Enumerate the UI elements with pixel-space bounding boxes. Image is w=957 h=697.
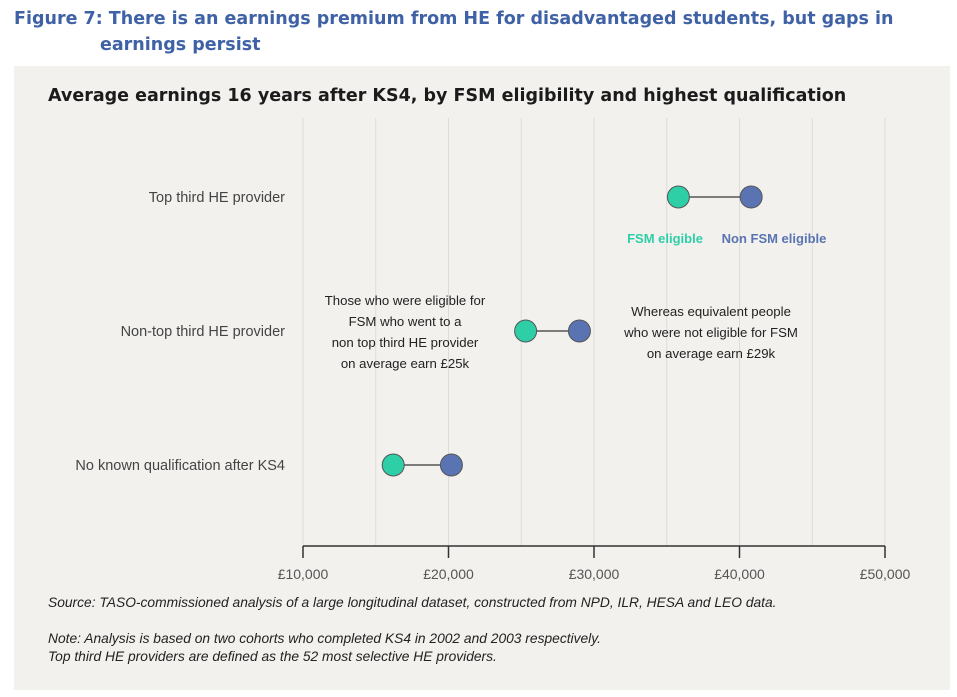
note-line2: Top third HE providers are defined as th… xyxy=(48,649,497,664)
legend-label: Non FSM eligible xyxy=(722,231,827,246)
annotation-line: on average earn £25k xyxy=(341,356,470,371)
x-tick-label: £10,000 xyxy=(278,566,329,582)
figure-title-line2: earnings persist xyxy=(100,35,261,55)
legend-label: FSM eligible xyxy=(627,231,703,246)
chart-panel: Average earnings 16 years after KS4, by … xyxy=(14,66,950,690)
annotation-line: Those who were eligible for xyxy=(325,293,486,308)
source-text: Source: TASO-commissioned analysis of a … xyxy=(48,595,777,610)
annotation-line: Whereas equivalent people xyxy=(631,304,791,319)
annotation-line: on average earn £29k xyxy=(647,346,776,361)
x-tick-label: £50,000 xyxy=(860,566,911,582)
annotation-line: who were not eligible for FSM xyxy=(623,325,798,340)
fsm-point xyxy=(514,319,538,343)
figure-title: Figure 7: There is an earnings premium f… xyxy=(14,6,914,58)
non-fsm-point xyxy=(739,185,763,209)
dumbbell-chart: £10,000 £20,000 £30,000 £40,000 £50,000 Top t… xyxy=(75,118,911,582)
annotation-line: FSM who went to a xyxy=(349,314,463,329)
non-fsm-point xyxy=(567,319,591,343)
note-text: Note: Analysis is based on two cohorts w… xyxy=(48,630,601,666)
category-label: Non-top third HE provider xyxy=(121,324,286,340)
non-fsm-point xyxy=(439,453,463,477)
note-line1: Note: Analysis is based on two cohorts w… xyxy=(48,631,601,646)
category-label: No known qualification after KS4 xyxy=(75,458,285,474)
annotation-line: non top third HE provider xyxy=(332,335,479,350)
chart-title: Average earnings 16 years after KS4, by … xyxy=(48,86,847,106)
figure-title-line1: Figure 7: There is an earnings premium f… xyxy=(14,9,894,29)
x-tick-label: £20,000 xyxy=(423,566,474,582)
category-label: Top third HE provider xyxy=(149,190,285,206)
fsm-point xyxy=(381,453,405,477)
x-tick-label: £40,000 xyxy=(714,566,765,582)
fsm-point xyxy=(666,185,690,209)
x-tick-label: £30,000 xyxy=(569,566,620,582)
